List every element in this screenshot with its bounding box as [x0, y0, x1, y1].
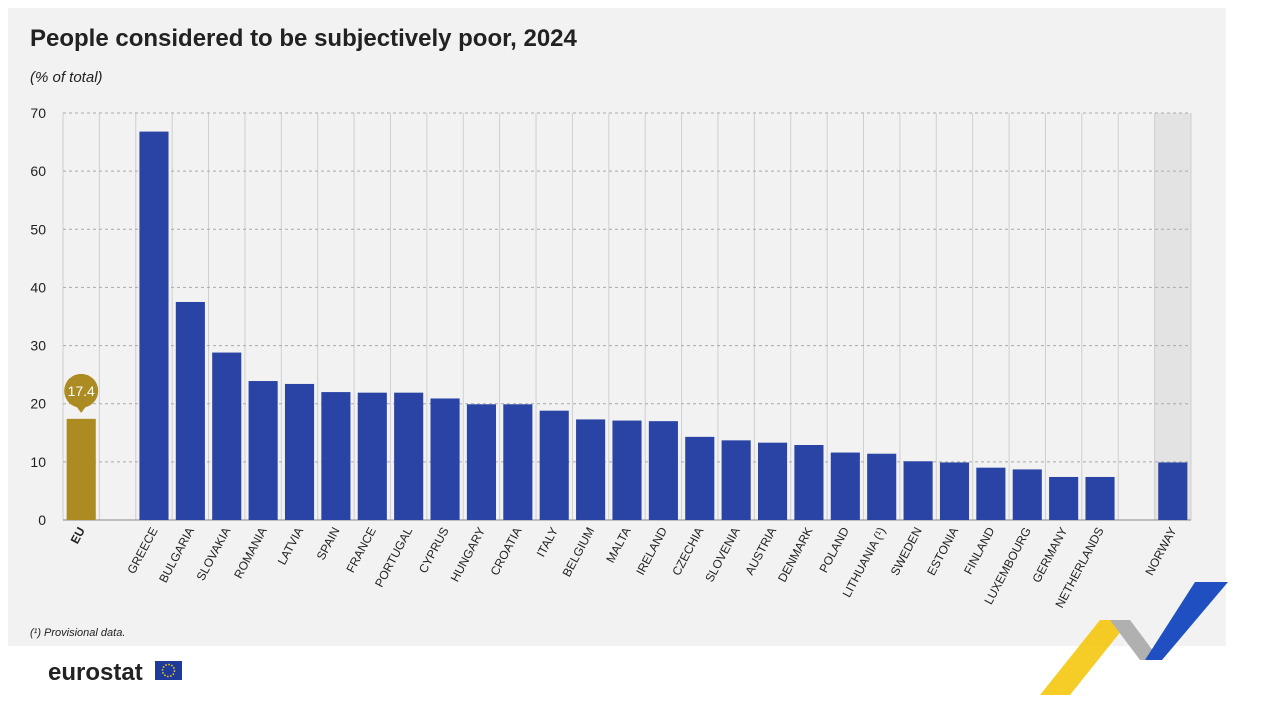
bar — [248, 381, 278, 520]
label-pointer — [75, 404, 88, 413]
y-tick-label: 0 — [38, 512, 46, 528]
footnote: (¹) Provisional data. — [30, 627, 125, 639]
bar — [939, 462, 970, 520]
shade — [1154, 113, 1191, 520]
bar — [903, 461, 933, 520]
bar — [357, 392, 387, 520]
y-tick-label: 30 — [30, 338, 46, 354]
bar — [867, 453, 897, 520]
decoration — [1040, 582, 1228, 695]
bar — [1085, 476, 1115, 520]
y-tick-label: 70 — [30, 105, 46, 121]
eu-flag — [155, 661, 182, 680]
bar — [139, 131, 169, 520]
bar — [830, 452, 860, 520]
bar — [1158, 462, 1188, 520]
bar — [685, 436, 715, 520]
y-tick-label: 40 — [30, 279, 46, 295]
bar — [394, 392, 424, 520]
label-bubble — [64, 373, 99, 408]
y-tick-label: 60 — [30, 163, 46, 179]
bar — [321, 392, 351, 520]
bar — [757, 442, 788, 520]
bar — [1012, 469, 1042, 520]
bar — [175, 301, 205, 520]
bar — [612, 420, 642, 520]
y-tick-label: 20 — [30, 396, 46, 412]
logo-text: eurostat — [48, 659, 143, 686]
y-tick-label: 10 — [30, 454, 46, 470]
bar — [576, 419, 606, 520]
bar — [66, 418, 96, 520]
chart-title: People considered to be subjectively poo… — [30, 25, 578, 52]
chart-subtitle: (% of total) — [30, 69, 103, 86]
bar — [539, 410, 569, 520]
value-label: 17.4 — [68, 383, 95, 399]
panel — [8, 8, 1226, 646]
x-tick-label: EU — [68, 525, 88, 546]
y-tick-label: 50 — [30, 221, 46, 237]
bar — [284, 383, 315, 520]
bar — [794, 444, 824, 520]
bar — [466, 404, 497, 520]
bar — [721, 440, 751, 520]
bar — [1049, 476, 1079, 520]
bar — [503, 404, 533, 520]
bar — [212, 352, 242, 520]
bar — [976, 467, 1006, 520]
bar — [430, 398, 460, 520]
bar — [648, 421, 678, 520]
